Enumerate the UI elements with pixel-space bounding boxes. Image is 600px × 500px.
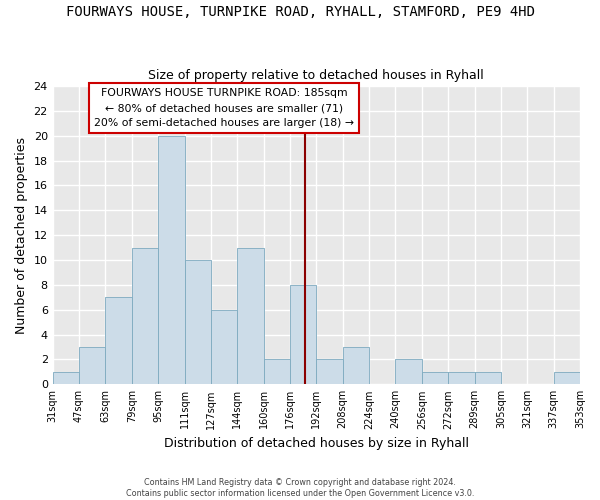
- Bar: [448, 372, 475, 384]
- Bar: [290, 285, 316, 384]
- Bar: [237, 248, 263, 384]
- Bar: [132, 248, 158, 384]
- Text: Contains HM Land Registry data © Crown copyright and database right 2024.
Contai: Contains HM Land Registry data © Crown c…: [126, 478, 474, 498]
- Bar: [422, 372, 448, 384]
- Bar: [211, 310, 237, 384]
- Bar: [106, 298, 132, 384]
- Bar: [185, 260, 211, 384]
- Bar: [395, 360, 422, 384]
- Bar: [79, 347, 106, 385]
- Bar: [343, 347, 369, 385]
- Bar: [475, 372, 501, 384]
- Title: Size of property relative to detached houses in Ryhall: Size of property relative to detached ho…: [148, 69, 484, 82]
- Bar: [554, 372, 580, 384]
- Y-axis label: Number of detached properties: Number of detached properties: [15, 136, 28, 334]
- Bar: [53, 372, 79, 384]
- Text: FOURWAYS HOUSE TURNPIKE ROAD: 185sqm
← 80% of detached houses are smaller (71)
2: FOURWAYS HOUSE TURNPIKE ROAD: 185sqm ← 8…: [94, 88, 354, 128]
- Text: FOURWAYS HOUSE, TURNPIKE ROAD, RYHALL, STAMFORD, PE9 4HD: FOURWAYS HOUSE, TURNPIKE ROAD, RYHALL, S…: [65, 5, 535, 19]
- Bar: [316, 360, 343, 384]
- X-axis label: Distribution of detached houses by size in Ryhall: Distribution of detached houses by size …: [164, 437, 469, 450]
- Bar: [158, 136, 185, 384]
- Bar: [263, 360, 290, 384]
